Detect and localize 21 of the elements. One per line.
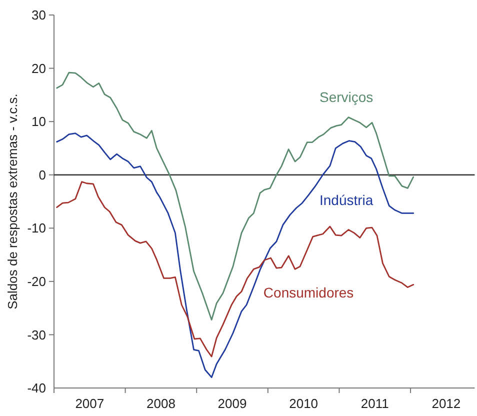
x-tick-label: 2009 [218,396,247,411]
y-tick-label: 20 [32,60,46,76]
series-label: Indústria [320,192,374,208]
x-tick-label: 2010 [289,396,318,411]
x-tick-label: 2012 [432,396,461,411]
x-tick-label: 2008 [146,396,176,411]
line-series [56,132,414,378]
series-label: Consumidores [263,284,354,301]
y-tick-label: -40 [27,380,46,396]
y-tick-label: 30 [32,8,46,23]
series-label: Serviços [320,88,374,105]
y-tick-label: 0 [38,167,46,182]
y-axis-title: Saldos de respostas extremas - v.c.s. [5,94,20,310]
x-tick-label: 2011 [360,396,389,411]
y-tick-label: -20 [27,274,46,289]
line-series [56,72,414,320]
y-tick-label: -30 [27,327,46,342]
x-tick-label: 2007 [75,396,104,411]
line-series [56,181,414,358]
y-tick-label: -10 [27,220,46,236]
y-tick-label: 10 [32,114,46,130]
